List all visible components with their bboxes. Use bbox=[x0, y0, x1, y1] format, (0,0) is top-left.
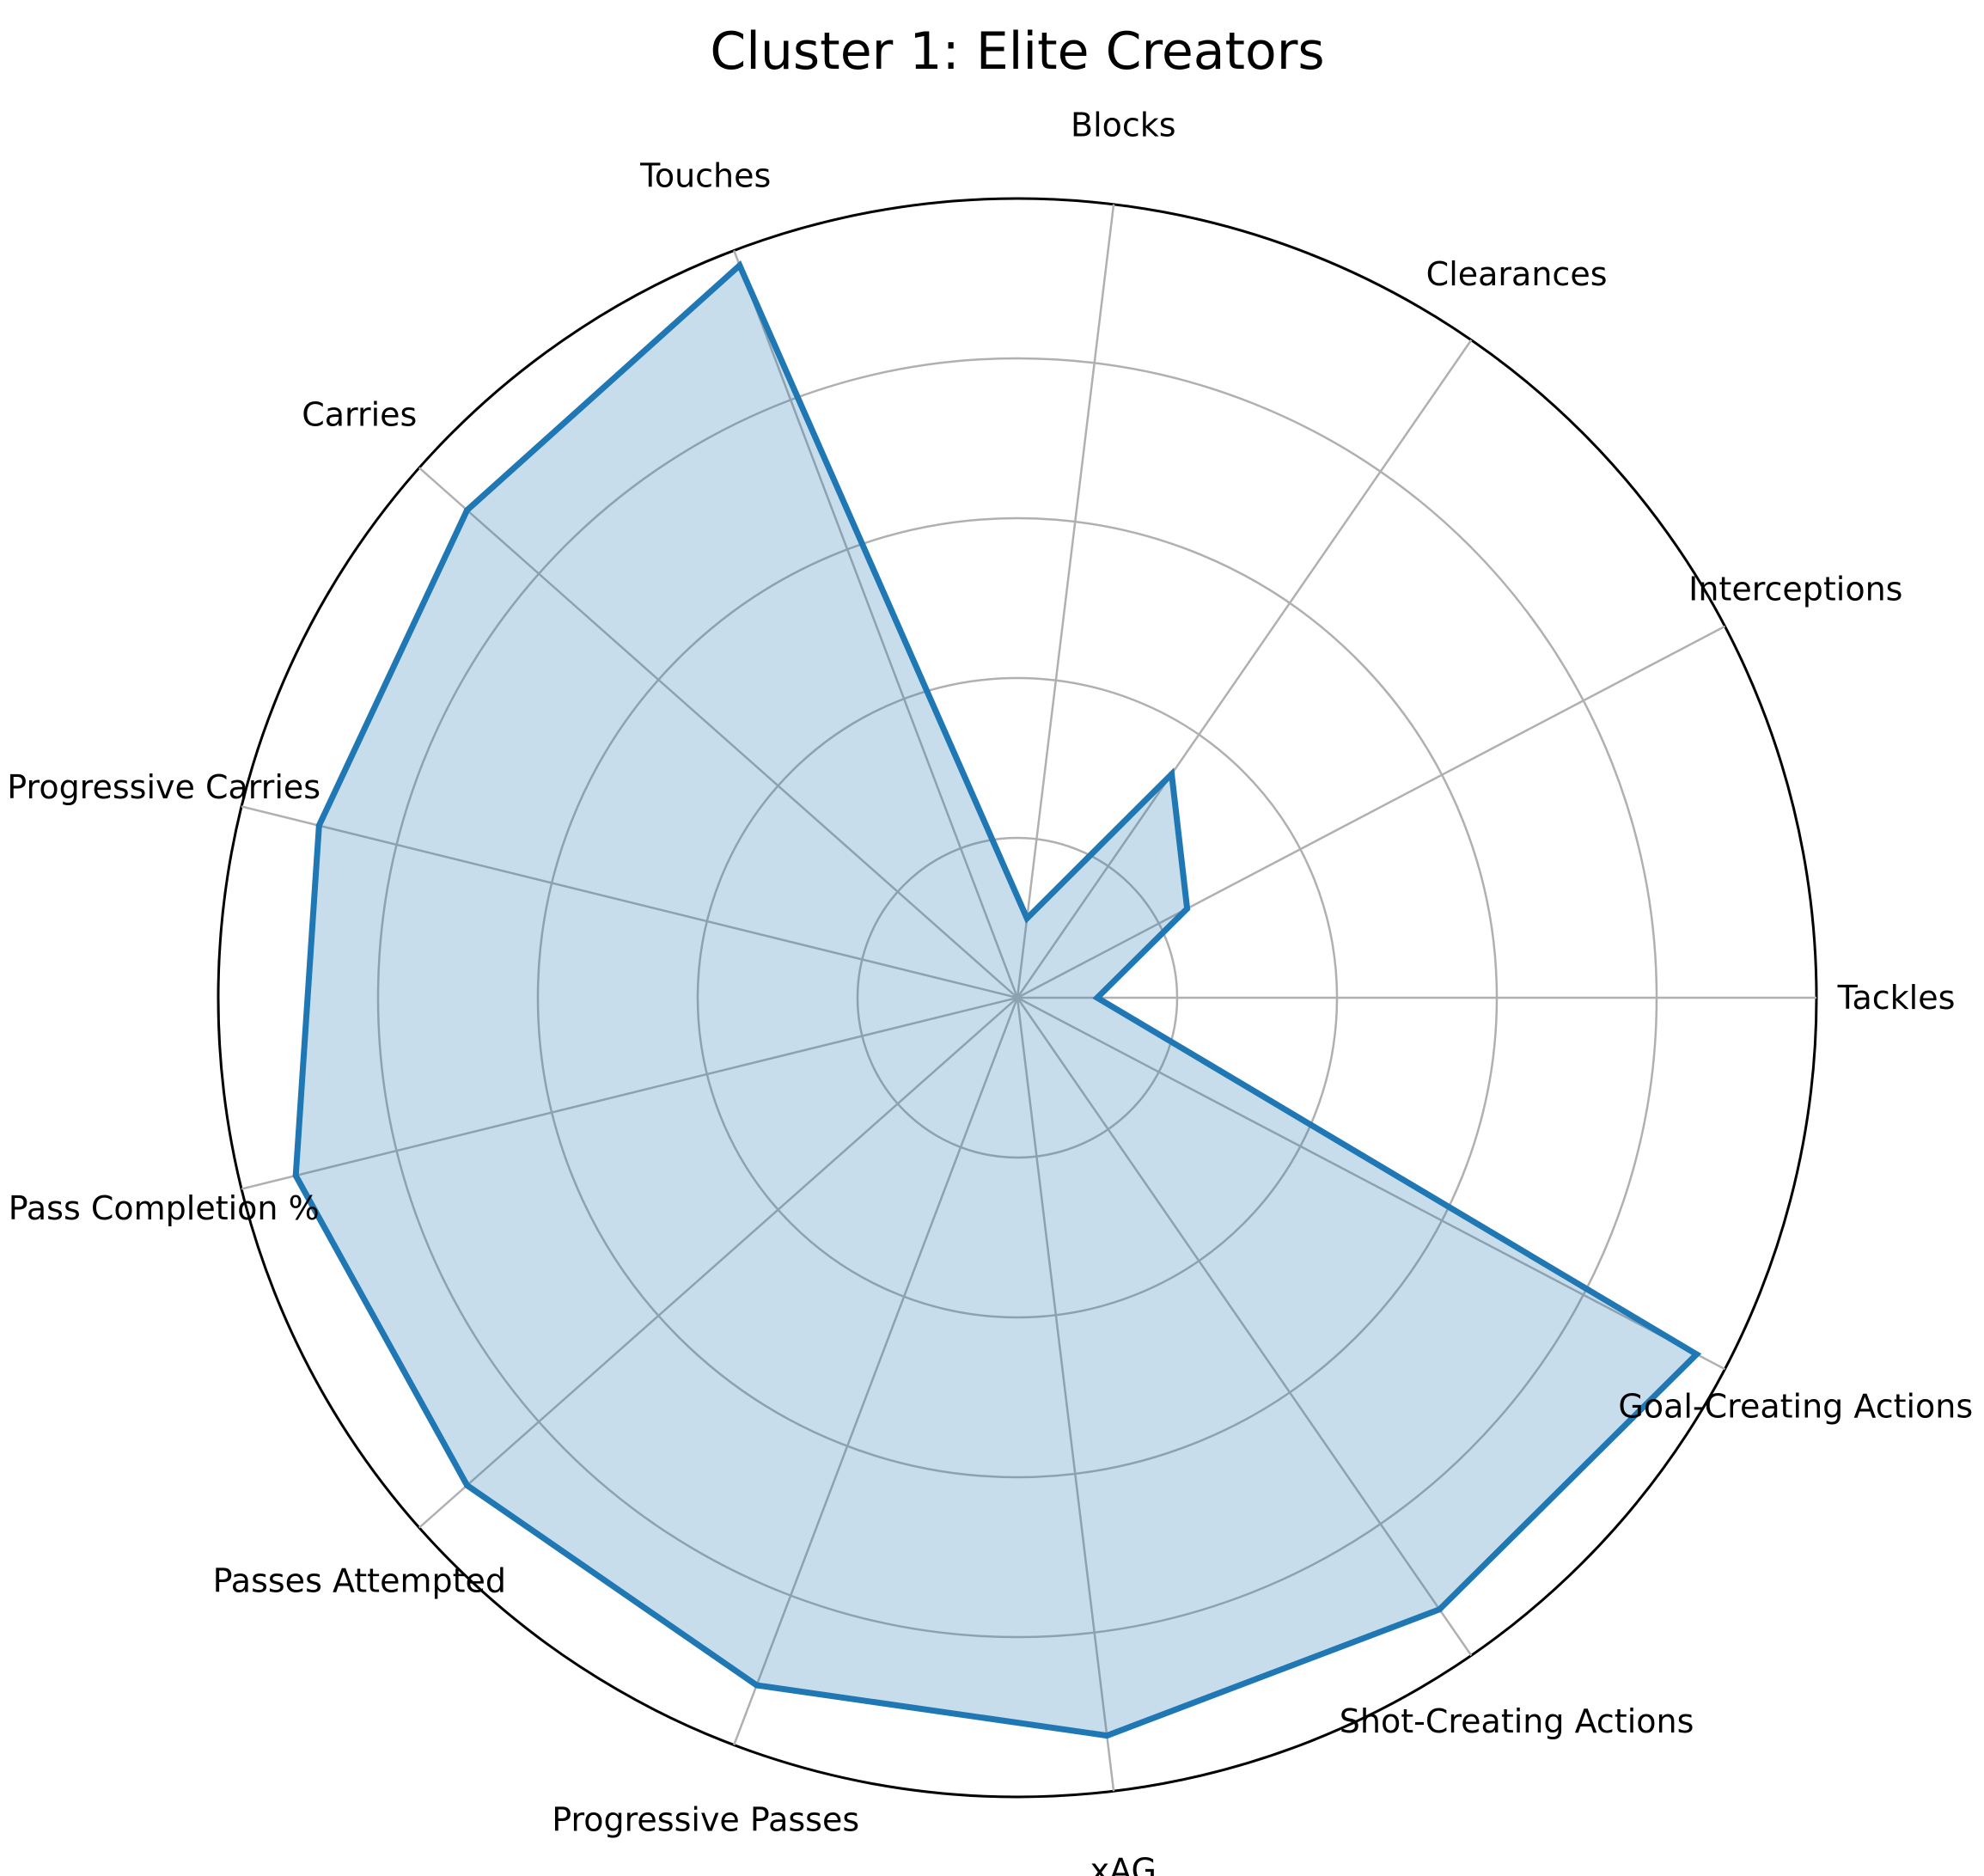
spoke-shot-creating-actions bbox=[1016, 997, 1473, 1657]
category-label-goal-creating-actions: Goal-Creating Actions bbox=[1618, 1387, 1973, 1425]
spoke-interceptions bbox=[1016, 625, 1726, 999]
category-label-touches: Touches bbox=[639, 157, 771, 195]
spoke-pass-completion-pct bbox=[241, 996, 1018, 1190]
category-label-blocks: Blocks bbox=[1071, 107, 1176, 144]
spoke-progressive-carries bbox=[241, 805, 1018, 999]
category-label-pass-completion-pct: Pass Completion % bbox=[9, 1189, 320, 1227]
category-label-xag: xAG bbox=[1090, 1852, 1157, 1876]
spoke-touches bbox=[733, 249, 1019, 999]
category-label-progressive-carries: Progressive Carries bbox=[7, 768, 320, 806]
point-goal-creating-actions bbox=[1694, 1351, 1700, 1358]
category-label-carries: Carries bbox=[302, 396, 417, 434]
grid-layer bbox=[217, 197, 1818, 1799]
category-label-clearances: Clearances bbox=[1426, 255, 1608, 293]
chart-title: Cluster 1: Elite Creators bbox=[710, 21, 1324, 82]
spoke-progressive-passes bbox=[733, 997, 1019, 1746]
spoke-carries bbox=[418, 467, 1018, 999]
data-layer bbox=[292, 260, 1702, 1739]
point-tackles bbox=[1094, 994, 1101, 1001]
spoke-clearances bbox=[1016, 339, 1473, 999]
label-layer: Tackles Interceptions Clearances Blocks Touc… bbox=[7, 107, 1973, 1876]
point-progressive-carries bbox=[315, 822, 322, 829]
category-label-passes-attempted: Passes Attempted bbox=[213, 1561, 506, 1599]
spoke-goal-creating-actions bbox=[1016, 996, 1726, 1371]
point-pass-completion-pct bbox=[292, 1172, 299, 1179]
spoke-blocks bbox=[1016, 204, 1115, 999]
spoke-passes-attempted bbox=[418, 997, 1018, 1529]
point-xag bbox=[1103, 1732, 1110, 1739]
point-interceptions bbox=[1184, 905, 1191, 912]
category-label-progressive-passes: Progressive Passes bbox=[552, 1801, 859, 1839]
point-shot-creating-actions bbox=[1436, 1606, 1443, 1613]
category-label-shot-creating-actions: Shot-Creating Actions bbox=[1340, 1702, 1694, 1740]
point-touches bbox=[736, 262, 743, 269]
spoke-xag bbox=[1016, 997, 1115, 1792]
point-progressive-passes bbox=[754, 1682, 760, 1689]
point-blocks bbox=[1023, 915, 1030, 922]
point-passes-attempted bbox=[464, 1482, 471, 1488]
category-label-interceptions: Interceptions bbox=[1688, 571, 1902, 608]
point-clearances bbox=[1169, 771, 1175, 778]
series-area bbox=[296, 265, 1697, 1736]
category-label-tackles: Tackles bbox=[1837, 979, 1956, 1017]
point-carries bbox=[464, 507, 471, 514]
series-line bbox=[292, 260, 1702, 1739]
